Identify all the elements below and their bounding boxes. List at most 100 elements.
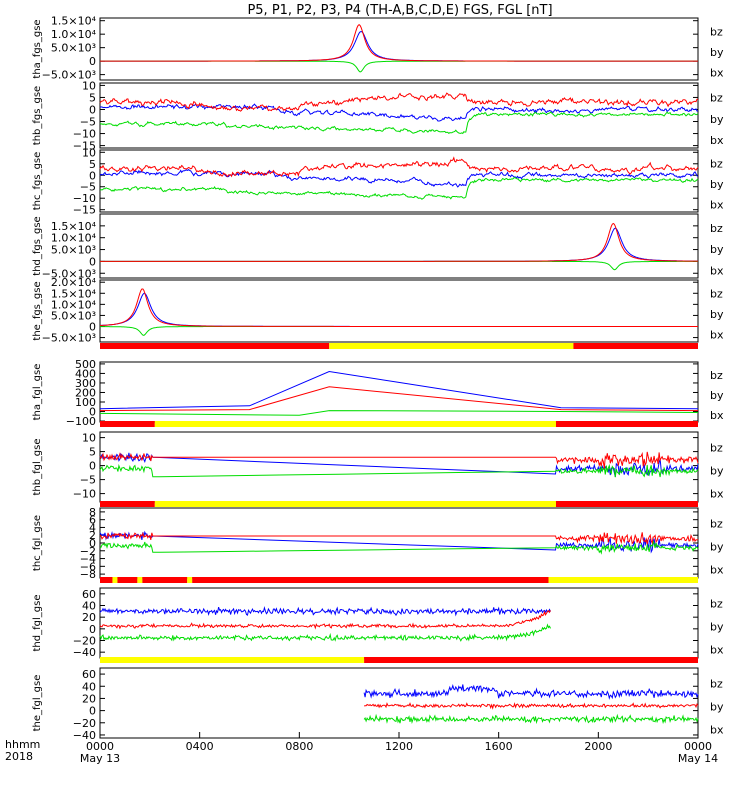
series-by: [99, 463, 699, 478]
status-segment-red: [117, 577, 138, 583]
legend-by: by: [710, 621, 724, 634]
y-tick-label: 20: [82, 611, 96, 624]
y-tick-label: 60: [82, 588, 96, 601]
legend-by: by: [710, 113, 724, 126]
legend-by: by: [710, 465, 724, 478]
panel-frame: [99, 361, 699, 423]
panels: 1.5×10⁴1.0×10⁴5.0×10³0−5.0×10³tha_fgs_gs…: [32, 15, 724, 742]
legend-by: by: [710, 178, 724, 191]
panel-tha_fgs_gse: 1.5×10⁴1.0×10⁴5.0×10³0−5.0×10³tha_fgs_gs…: [32, 15, 724, 82]
legend-bx: bx: [710, 329, 724, 342]
y-tick-label: 10: [82, 432, 96, 445]
status-segment-red: [555, 421, 698, 427]
y-tick-label: −15: [73, 204, 96, 217]
y-tick-label: 1.0×10⁴: [51, 298, 97, 311]
y-tick-label: −40: [73, 729, 96, 742]
y-axis-label: thd_fgs_gse: [32, 216, 43, 275]
status-segment-red: [192, 577, 549, 583]
series-by: [363, 713, 699, 725]
series-by: [100, 260, 698, 271]
series-bz: [99, 610, 551, 630]
y-tick-label: 0: [89, 406, 96, 419]
series-by: [99, 111, 699, 135]
y-tick-label: 0: [89, 705, 96, 718]
y-tick-label: 5.0×10³: [51, 309, 96, 322]
legend-bz: bz: [710, 158, 723, 171]
y-axis-label: thc_fgs_gse: [32, 152, 43, 211]
x-tick-label: 0000: [684, 740, 712, 753]
series-by: [99, 540, 699, 555]
legend-by: by: [710, 308, 724, 321]
panel-frame: [99, 82, 699, 149]
status-segment-yellow: [112, 577, 118, 583]
y-tick-label: 1.5×10⁴: [51, 15, 97, 28]
y-tick-label: 6: [89, 514, 96, 527]
y-tick-label: 2: [89, 529, 96, 542]
y-tick-label: 0: [89, 460, 96, 473]
series-bx: [99, 370, 699, 410]
panel-frame: [99, 17, 699, 81]
series-bx: [99, 103, 699, 122]
series-bz: [100, 222, 699, 262]
y-axis-label: the_fgs_gse: [32, 281, 43, 340]
y-tick-label: −20: [73, 635, 96, 648]
x-tick-label: 0400: [186, 740, 214, 753]
legend-bz: bz: [710, 441, 723, 454]
y-tick-label: −10: [73, 192, 96, 205]
legend-bz: bz: [710, 91, 723, 104]
x-tick-label: 0000: [86, 740, 114, 753]
y-tick-label: −5.0×10³: [42, 69, 96, 82]
y-axis-label: thb_fgl_gse: [32, 439, 43, 496]
panel-frame: [99, 667, 699, 739]
y-axis-label: thd_fgl_gse: [32, 595, 43, 652]
x-tick-label: 2000: [584, 740, 612, 753]
legend-bx: bx: [710, 264, 724, 277]
y-tick-label: 200: [75, 386, 96, 399]
panel-the_fgs_gse: 2.0×10⁴1.5×10⁴1.0×10⁴5.0×10³0−5.0×10³the…: [32, 276, 724, 344]
legend-bx: bx: [710, 564, 724, 577]
series-bx: [363, 684, 699, 700]
x-corner-year: 2018: [5, 750, 33, 763]
legend-bz: bz: [710, 517, 723, 530]
series-bz: [99, 92, 699, 112]
y-tick-label: 40: [82, 600, 96, 613]
y-tick-label: 0: [89, 55, 96, 68]
y-tick-label: 5: [89, 158, 96, 171]
y-tick-label: −5: [80, 116, 96, 129]
status-segment-yellow: [154, 501, 556, 507]
series-bx: [99, 168, 699, 188]
series-bx: [99, 606, 551, 617]
y-tick-label: 0: [89, 169, 96, 182]
series-by: [99, 176, 699, 200]
y-tick-label: −6: [80, 560, 96, 573]
legend-by: by: [710, 243, 724, 256]
panel-frame: [99, 149, 699, 213]
y-axis-label: the_fgl_gse: [32, 675, 43, 732]
y-tick-label: −5: [80, 474, 96, 487]
panel-frame: [99, 587, 699, 659]
y-tick-label: 300: [75, 377, 96, 390]
y-tick-label: −2: [80, 545, 96, 558]
y-tick-label: −4: [80, 553, 96, 566]
x-tick-label: 1600: [485, 740, 513, 753]
series-bz: [99, 531, 699, 545]
y-tick-label: −8: [80, 568, 96, 581]
y-axis-label: thb_fgs_gse: [32, 86, 43, 145]
status-segment-red: [573, 343, 698, 349]
status-segment-red: [100, 577, 113, 583]
legend-bx: bx: [710, 644, 724, 657]
legend-bx: bx: [710, 199, 724, 212]
legend-by: by: [710, 541, 724, 554]
y-axis-label: tha_fgl_gse: [32, 364, 43, 421]
legend-bx: bx: [710, 724, 724, 737]
y-tick-label: 500: [75, 358, 96, 371]
status-segment-red: [555, 501, 698, 507]
legend-bx: bx: [710, 134, 724, 147]
panel-frame: [99, 279, 699, 343]
y-tick-label: 0: [89, 623, 96, 636]
status-bars: [100, 343, 698, 663]
